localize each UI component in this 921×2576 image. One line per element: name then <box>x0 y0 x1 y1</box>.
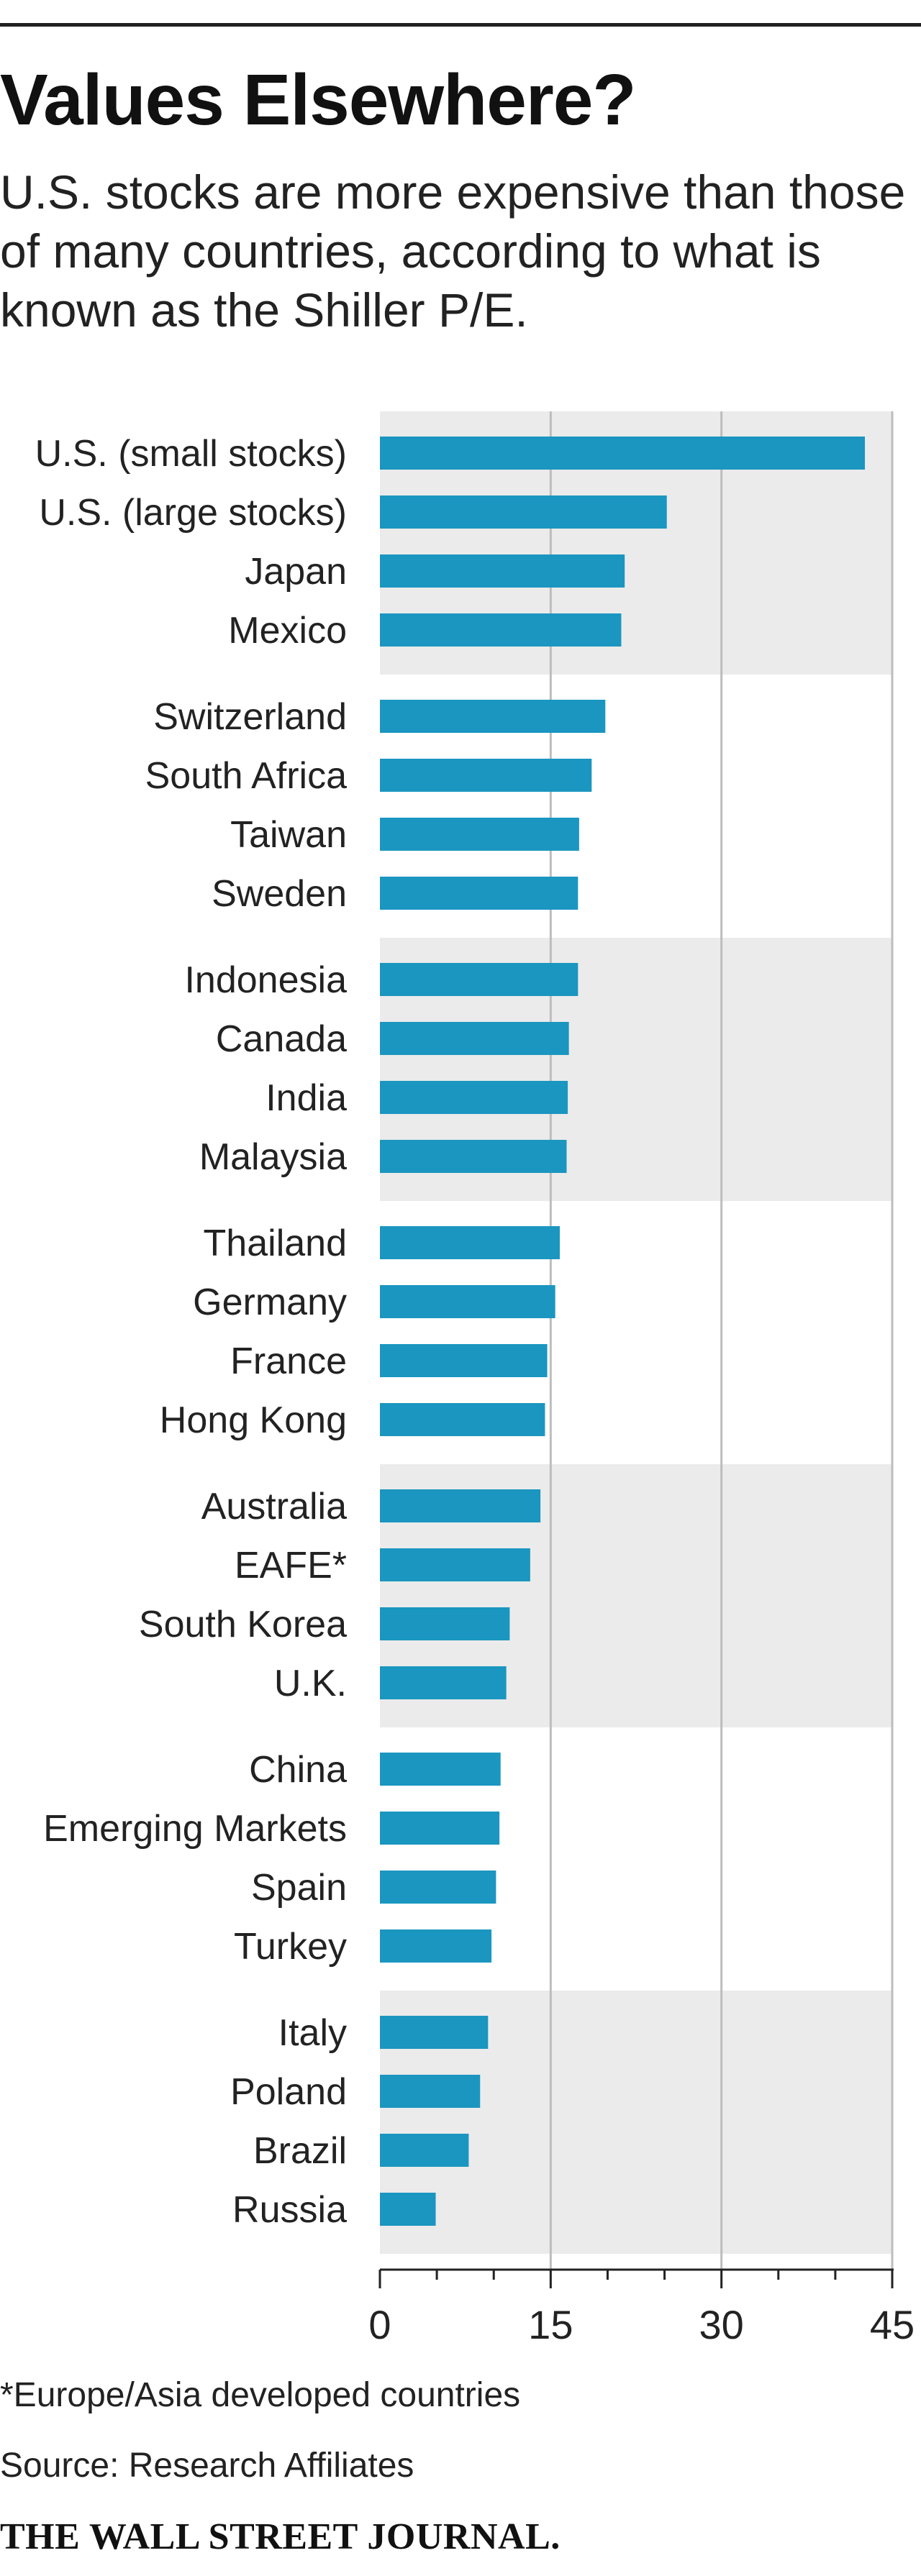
bar <box>380 963 579 996</box>
bar <box>380 1081 568 1114</box>
bar <box>380 1548 530 1581</box>
category-label: Emerging Markets <box>43 1808 347 1850</box>
category-label: Brazil <box>253 2130 347 2172</box>
chart-title: Values Elsewhere? <box>0 60 637 140</box>
bar <box>380 1489 541 1522</box>
x-tick-label: 30 <box>699 2302 744 2347</box>
bar <box>380 877 579 910</box>
category-label: India <box>266 1077 347 1119</box>
chart-svg: U.S. (small stocks) U.S. (large stocks) Ja… <box>35 411 915 2347</box>
category-label: Switzerland <box>153 696 347 738</box>
category-label: Canada <box>216 1018 347 1060</box>
bar <box>380 1344 548 1377</box>
bar <box>380 1403 545 1436</box>
bar <box>380 495 667 529</box>
bar <box>380 2134 469 2167</box>
top-rule <box>0 23 921 27</box>
bar <box>380 1812 500 1845</box>
source-note: Source: Research Affiliates <box>0 2447 414 2485</box>
category-label: South Africa <box>145 755 347 797</box>
bar <box>380 700 606 733</box>
bar <box>380 1929 492 1963</box>
bar <box>380 2193 436 2226</box>
category-label: Mexico <box>228 610 347 652</box>
x-tick-label: 45 <box>870 2302 915 2347</box>
category-label: Poland <box>230 2071 347 2113</box>
bar <box>380 1022 569 1055</box>
bar-chart: U.S. (small stocks) U.S. (large stocks) Ja… <box>0 403 921 2359</box>
bar <box>380 437 866 470</box>
bar <box>380 1226 560 1259</box>
category-label: Australia <box>201 1486 347 1527</box>
bar <box>380 1285 555 1318</box>
category-label: Indonesia <box>184 959 347 1001</box>
bar <box>380 1140 567 1173</box>
category-label: China <box>249 1749 347 1791</box>
category-label: EAFE* <box>235 1545 347 1586</box>
category-label: U.S. (large stocks) <box>39 492 347 534</box>
footnote: *Europe/Asia developed countries <box>0 2376 521 2414</box>
bar <box>380 1607 510 1640</box>
bar <box>380 759 592 792</box>
chart-subtitle: U.S. stocks are more expensive than thos… <box>0 165 906 337</box>
bar <box>380 1666 507 1699</box>
category-label: Thailand <box>204 1223 347 1264</box>
bar <box>380 613 622 647</box>
category-label: Russia <box>232 2189 347 2231</box>
category-label: Spain <box>251 1867 347 1909</box>
category-label: Sweden <box>212 873 347 915</box>
category-label: U.S. (small stocks) <box>35 433 347 475</box>
category-label: Italy <box>278 2012 347 2054</box>
category-label: South Korea <box>139 1604 347 1645</box>
bar <box>380 818 579 851</box>
category-label: U.K. <box>274 1663 347 1704</box>
bar <box>380 2016 489 2049</box>
category-label: Malaysia <box>199 1136 347 1178</box>
x-tick-label: 15 <box>528 2302 573 2347</box>
category-label: France <box>230 1340 347 1382</box>
category-label: Germany <box>193 1282 347 1323</box>
category-label: Taiwan <box>230 814 347 856</box>
bar <box>380 554 625 588</box>
category-label: Japan <box>245 551 347 593</box>
category-label: Hong Kong <box>160 1399 347 1441</box>
bar <box>380 1871 496 1904</box>
publisher-logo: THE WALL STREET JOURNAL. <box>0 2516 561 2557</box>
x-tick-label: 0 <box>368 2302 391 2347</box>
bar <box>380 2075 481 2108</box>
category-label: Turkey <box>234 1926 347 1968</box>
bar <box>380 1753 501 1786</box>
